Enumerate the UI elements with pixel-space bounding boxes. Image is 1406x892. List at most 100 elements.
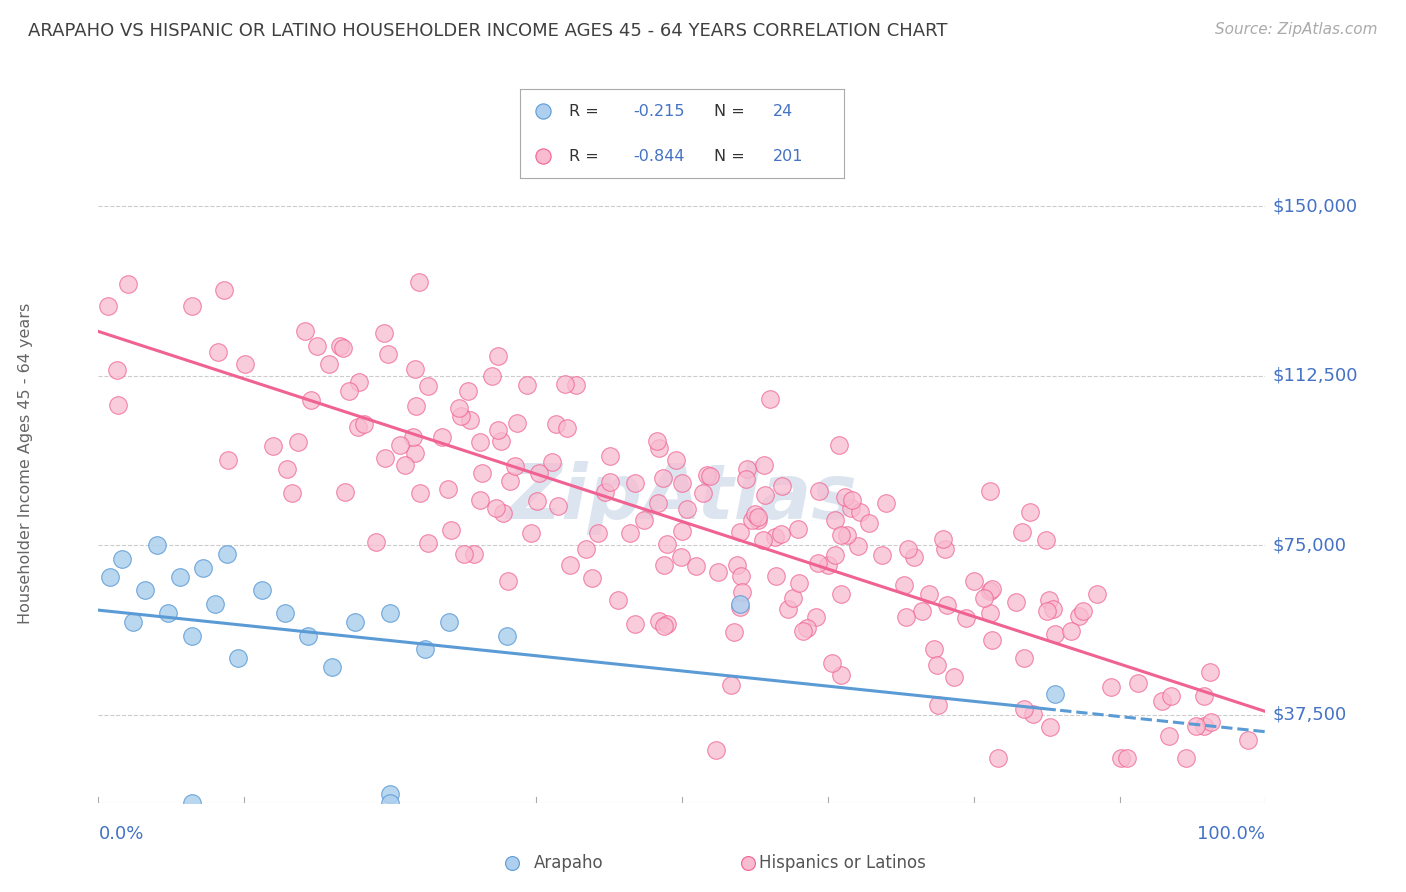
Point bbox=[402, 430, 425, 444]
Point bbox=[378, 606, 402, 620]
Point bbox=[671, 524, 693, 539]
Point bbox=[741, 513, 763, 527]
Point bbox=[652, 558, 675, 572]
Point bbox=[409, 485, 432, 500]
Point bbox=[228, 651, 250, 665]
Point bbox=[344, 615, 367, 629]
Point bbox=[98, 570, 121, 584]
Point bbox=[378, 796, 402, 810]
Point bbox=[735, 472, 758, 486]
Point bbox=[828, 438, 851, 452]
Point bbox=[347, 375, 370, 389]
Point bbox=[1150, 694, 1173, 708]
Point bbox=[973, 591, 995, 605]
Point bbox=[333, 485, 356, 500]
Point bbox=[792, 624, 814, 638]
Point bbox=[804, 610, 827, 624]
Point bbox=[981, 633, 1004, 648]
Point bbox=[453, 548, 475, 562]
Point bbox=[1035, 533, 1057, 547]
Point bbox=[730, 597, 752, 611]
Point bbox=[599, 450, 621, 464]
Point bbox=[963, 574, 986, 589]
Point bbox=[1035, 604, 1057, 618]
Point bbox=[651, 471, 673, 485]
Point bbox=[624, 617, 647, 632]
Point bbox=[1175, 750, 1198, 764]
Point bbox=[981, 582, 1004, 597]
Point bbox=[676, 501, 699, 516]
Point bbox=[437, 615, 460, 629]
Point bbox=[307, 339, 329, 353]
Point bbox=[558, 558, 581, 573]
Point bbox=[547, 500, 569, 514]
Point bbox=[737, 856, 759, 871]
Point bbox=[1237, 733, 1260, 747]
Point bbox=[786, 522, 808, 536]
Point bbox=[765, 530, 787, 544]
Text: $75,000: $75,000 bbox=[1272, 536, 1347, 554]
Point bbox=[671, 476, 693, 491]
Point bbox=[1099, 680, 1122, 694]
Point bbox=[321, 660, 343, 674]
Point bbox=[894, 610, 917, 624]
Point bbox=[207, 344, 229, 359]
Point bbox=[318, 358, 340, 372]
Point bbox=[1067, 609, 1090, 624]
Point bbox=[250, 583, 273, 598]
Point bbox=[893, 578, 915, 592]
Text: Arapaho: Arapaho bbox=[534, 855, 605, 872]
Point bbox=[180, 796, 202, 810]
Point bbox=[527, 466, 550, 480]
Point bbox=[647, 614, 669, 628]
Point bbox=[1115, 750, 1137, 764]
Point bbox=[685, 559, 707, 574]
Point bbox=[329, 338, 352, 352]
Point bbox=[787, 576, 810, 591]
Point bbox=[97, 299, 120, 313]
Point bbox=[744, 507, 766, 521]
Text: Householder Income Ages 45 - 64 years: Householder Income Ages 45 - 64 years bbox=[18, 303, 32, 624]
Point bbox=[911, 604, 934, 618]
Point bbox=[704, 743, 727, 757]
Text: $112,500: $112,500 bbox=[1272, 367, 1358, 384]
Point bbox=[1060, 624, 1083, 638]
Point bbox=[134, 583, 156, 598]
Point bbox=[287, 435, 309, 450]
Point bbox=[1160, 690, 1182, 704]
Point bbox=[1019, 505, 1042, 519]
Point bbox=[645, 434, 668, 448]
Point bbox=[1012, 702, 1035, 716]
Point bbox=[841, 492, 863, 507]
Point bbox=[485, 501, 508, 516]
Point bbox=[1012, 651, 1035, 665]
Point bbox=[299, 392, 322, 407]
Point bbox=[581, 571, 603, 585]
Point bbox=[555, 421, 578, 435]
Point bbox=[450, 409, 472, 424]
Point bbox=[918, 587, 941, 601]
Point bbox=[692, 486, 714, 500]
Point bbox=[1109, 750, 1132, 764]
Point bbox=[624, 475, 647, 490]
Point bbox=[503, 459, 526, 474]
Point bbox=[274, 606, 297, 620]
Point bbox=[586, 525, 609, 540]
Point bbox=[987, 750, 1010, 764]
Point bbox=[105, 363, 128, 377]
Point bbox=[1011, 524, 1033, 539]
Point bbox=[834, 490, 856, 504]
Point bbox=[1199, 665, 1222, 680]
Point bbox=[413, 642, 436, 657]
Point bbox=[378, 787, 402, 801]
Point bbox=[418, 536, 440, 550]
Text: 24: 24 bbox=[772, 104, 793, 119]
Point bbox=[730, 524, 752, 539]
Point bbox=[1126, 676, 1149, 690]
Point bbox=[599, 475, 621, 490]
Point bbox=[936, 599, 959, 613]
Point bbox=[725, 558, 748, 573]
Text: 0.0%: 0.0% bbox=[98, 825, 143, 843]
Text: -0.844: -0.844 bbox=[633, 149, 685, 163]
Point bbox=[830, 528, 852, 542]
